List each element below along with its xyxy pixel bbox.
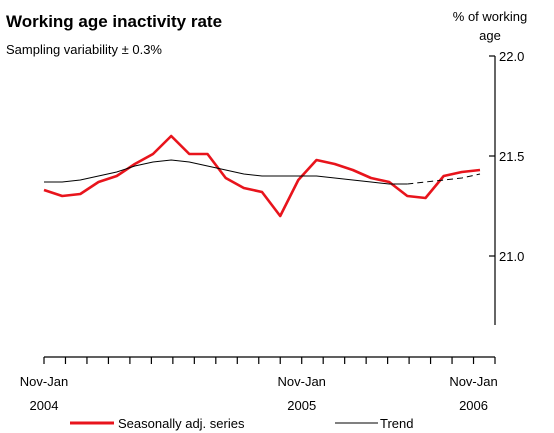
x-tick-label-year: 2005: [287, 398, 316, 413]
x-axis-labels: Nov-Jan 2004 Nov-Jan 2005 Nov-Jan 2006: [20, 374, 498, 413]
y-tick-label: 22.0: [499, 49, 524, 64]
seasonally-adjusted-series-line: [43, 134, 481, 218]
x-tick-label: Nov-Jan: [20, 374, 68, 389]
legend: Seasonally adj. series Trend: [70, 416, 413, 431]
x-tick-label-year: 2004: [30, 398, 59, 413]
legend-label-trend: Trend: [380, 416, 413, 431]
y-axis-ticks: 22.0 21.5 21.0: [489, 49, 524, 264]
x-axis-ticks: [43, 357, 496, 364]
x-tick-label: Nov-Jan: [278, 374, 326, 389]
y-tick-label: 21.5: [499, 149, 524, 164]
trend-series-line-projected: [407, 173, 481, 185]
chart-subtitle: Sampling variability ± 0.3%: [6, 42, 162, 57]
x-tick-label: Nov-Jan: [449, 374, 497, 389]
chart-title: Working age inactivity rate: [6, 12, 222, 31]
trend-series-line: [44, 159, 408, 185]
x-tick-label-year: 2006: [459, 398, 488, 413]
y-tick-label: 21.0: [499, 249, 524, 264]
y-unit-line-2: age: [479, 28, 501, 43]
y-unit-line-1: % of working: [453, 9, 527, 24]
legend-label-seasonally-adjusted: Seasonally adj. series: [118, 416, 245, 431]
series-layer: [43, 134, 481, 218]
